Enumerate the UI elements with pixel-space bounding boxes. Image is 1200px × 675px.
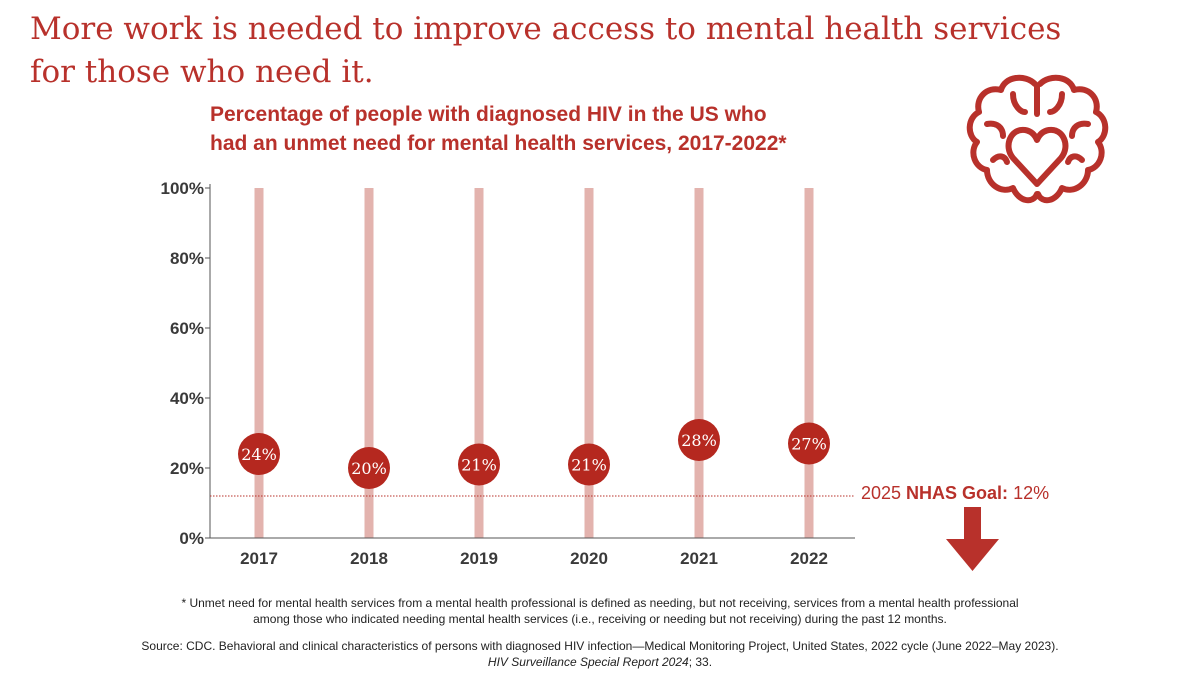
value-marker-2017 <box>238 433 280 475</box>
headline-line-1: More work is needed to improve access to… <box>30 11 1062 47</box>
data-label-2017: 24% <box>241 445 277 464</box>
footnote: * Unmet need for mental health services … <box>140 595 1060 627</box>
bar-stem-2019 <box>474 188 484 538</box>
value-markers: 24% 20% 21% 21% 28% 27% <box>238 419 830 489</box>
bar-stem-2017 <box>254 188 264 538</box>
x-axis: 2017 2018 2019 2020 2021 2022 <box>210 537 855 568</box>
source-report-issue: ; 33. <box>688 655 713 669</box>
value-marker-2018 <box>348 447 390 489</box>
chart-title-line-1: Percentage of people with diagnosed HIV … <box>210 103 767 126</box>
chart-title-line-2: had an unmet need for mental health serv… <box>210 132 787 155</box>
value-marker-2021 <box>678 419 720 461</box>
y-tick-label: 60% <box>170 319 204 338</box>
x-tick-label-2017: 2017 <box>240 549 278 568</box>
value-marker-2022 <box>788 422 830 465</box>
source-line-1: Source: CDC. Behavioral and clinical cha… <box>141 639 1059 653</box>
goal-label-suffix: 12% <box>1008 483 1050 503</box>
bar-stem-2020 <box>584 188 594 538</box>
source-citation: Source: CDC. Behavioral and clinical cha… <box>110 638 1090 670</box>
x-tick-label-2021: 2021 <box>680 549 718 568</box>
goal-label: 2025 NHAS Goal: 12% <box>861 483 1049 504</box>
y-tick-label: 40% <box>170 389 204 408</box>
footnote-line-2: among those who indicated needing mental… <box>253 612 947 626</box>
source-report-title: HIV Surveillance Special Report 2024 <box>487 655 689 669</box>
y-tick-label: 80% <box>170 249 204 268</box>
y-tick-label: 0% <box>179 529 204 548</box>
down-arrow-icon <box>946 507 999 571</box>
headline-line-2: for those who need it. <box>30 54 374 90</box>
x-tick-label-2022: 2022 <box>790 549 828 568</box>
bar-stem-2018 <box>364 188 374 538</box>
x-tick-label-2020: 2020 <box>570 549 608 568</box>
bar-stem-2021 <box>694 188 704 538</box>
y-tick-label: 100% <box>161 179 204 198</box>
y-axis: 0% 20% 40% 60% 80% 100% <box>161 179 211 548</box>
data-label-2021: 28% <box>681 431 717 450</box>
bar-stem-2022 <box>804 188 814 538</box>
value-marker-2020 <box>568 443 610 486</box>
data-label-2022: 27% <box>791 435 827 454</box>
data-label-2019: 21% <box>461 456 497 475</box>
goal-label-bold: NHAS Goal: <box>906 483 1009 503</box>
data-label-2020: 21% <box>571 456 607 475</box>
x-tick-label-2018: 2018 <box>350 549 388 568</box>
bars <box>254 188 814 538</box>
footnote-line-1: * Unmet need for mental health services … <box>181 596 1019 610</box>
headline: More work is needed to improve access to… <box>30 8 1070 94</box>
brain-heart-icon <box>966 74 1109 204</box>
y-tick-label: 20% <box>170 459 204 478</box>
value-marker-2019 <box>458 443 500 486</box>
chart-title: Percentage of people with diagnosed HIV … <box>210 100 970 158</box>
data-label-2018: 20% <box>351 459 387 478</box>
goal-label-prefix: 2025 <box>861 483 907 503</box>
x-tick-label-2019: 2019 <box>460 549 498 568</box>
